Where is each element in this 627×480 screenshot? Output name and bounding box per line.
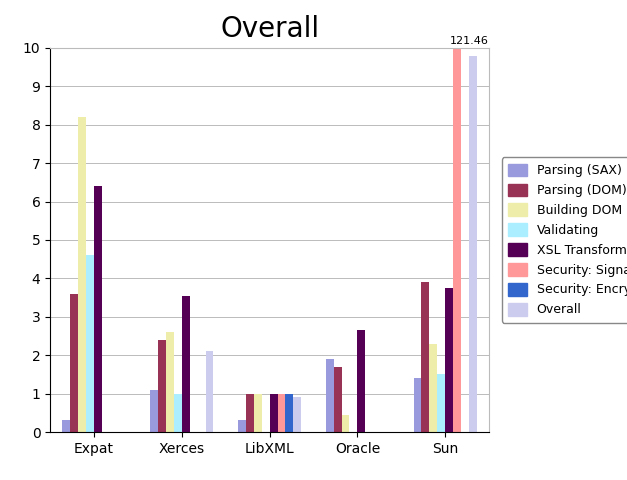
Bar: [334, 367, 342, 432]
Bar: [166, 332, 174, 432]
Bar: [469, 56, 477, 432]
Bar: [206, 351, 213, 432]
Bar: [150, 390, 158, 432]
Bar: [63, 420, 70, 432]
Title: Overall: Overall: [220, 15, 319, 43]
Bar: [86, 255, 94, 432]
Bar: [437, 374, 445, 432]
Bar: [254, 394, 261, 432]
Bar: [445, 288, 453, 432]
Bar: [421, 282, 429, 432]
Legend: Parsing (SAX), Parsing (DOM), Building DOM, Validating, XSL Transform, Security:: Parsing (SAX), Parsing (DOM), Building D…: [502, 157, 627, 323]
Bar: [158, 340, 166, 432]
Bar: [238, 420, 246, 432]
Bar: [326, 359, 334, 432]
Bar: [285, 394, 293, 432]
Text: 121.46: 121.46: [450, 36, 489, 46]
Bar: [70, 294, 78, 432]
Bar: [182, 296, 190, 432]
Bar: [78, 117, 86, 432]
Bar: [453, 48, 461, 432]
Bar: [270, 394, 278, 432]
Bar: [414, 378, 421, 432]
Bar: [357, 330, 366, 432]
Bar: [342, 415, 349, 432]
Bar: [293, 397, 301, 432]
Bar: [278, 394, 285, 432]
Bar: [246, 394, 254, 432]
Bar: [429, 344, 437, 432]
Bar: [174, 394, 182, 432]
Bar: [94, 186, 102, 432]
